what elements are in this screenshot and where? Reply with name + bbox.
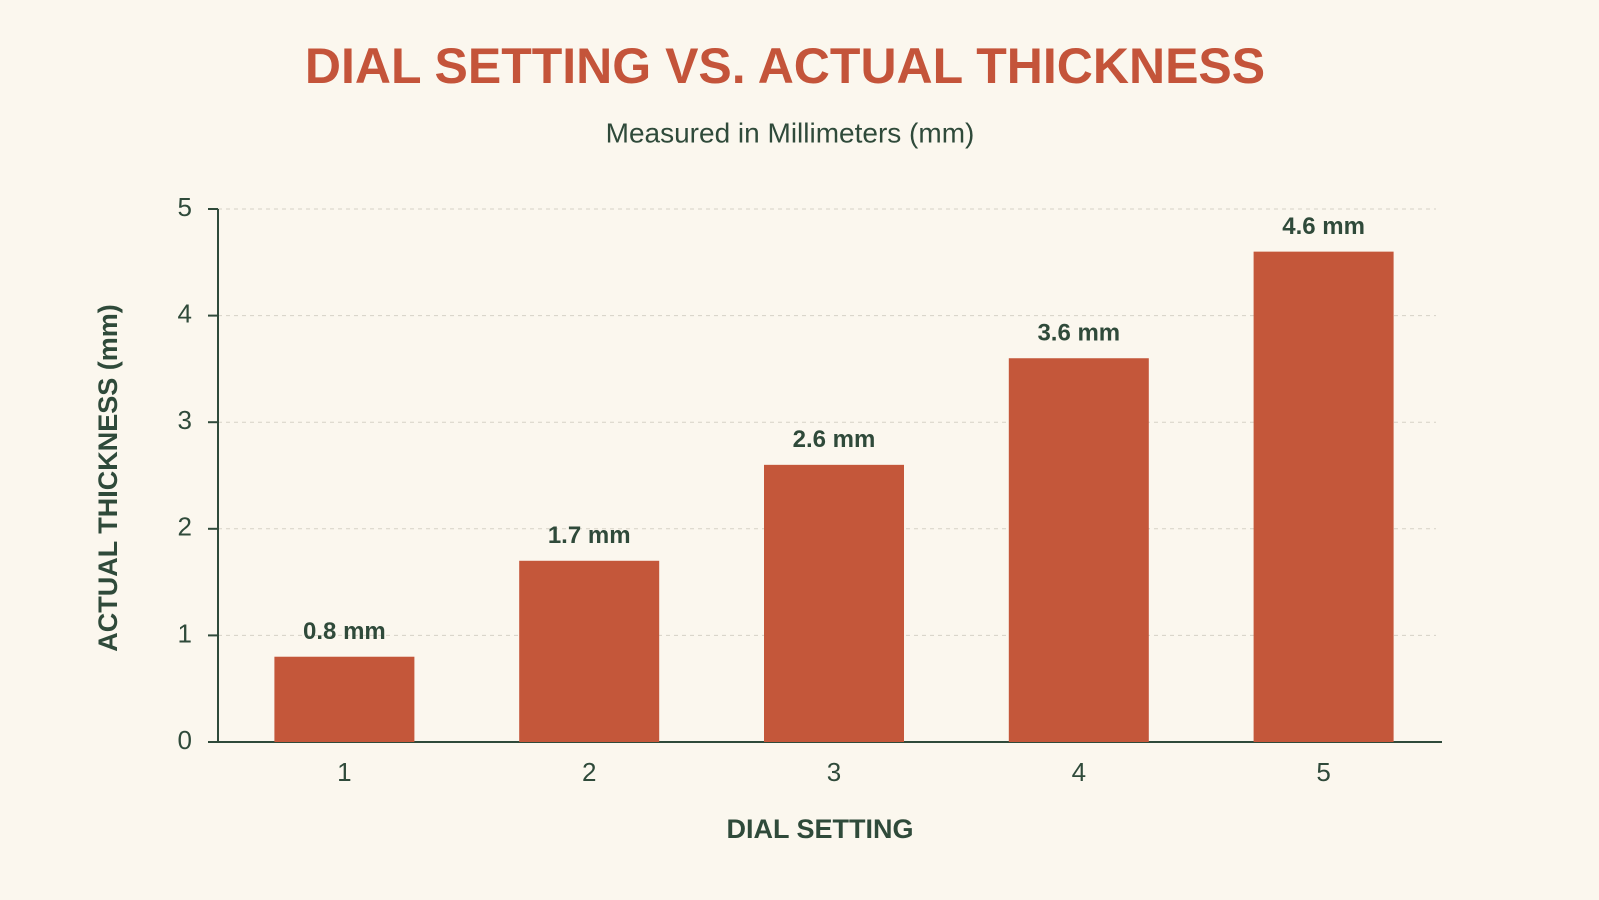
value-label: 0.8 mm [303, 618, 386, 645]
x-tick-label: 4 [1072, 757, 1086, 787]
y-tick-label: 1 [178, 618, 192, 648]
x-tick-label: 3 [827, 757, 841, 787]
y-axis-title: ACTUAL THICKNESS (mm) [93, 304, 123, 652]
y-tick-label: 4 [178, 298, 192, 328]
x-tick-label: 5 [1316, 757, 1330, 787]
x-axis-title: DIAL SETTING [726, 814, 913, 844]
y-tick-label: 2 [178, 512, 192, 542]
value-label: 2.6 mm [793, 426, 876, 453]
bar [1008, 358, 1149, 742]
value-label: 3.6 mm [1037, 320, 1120, 347]
bar [1253, 251, 1394, 742]
bar [274, 656, 415, 742]
chart-subtitle: Measured in Millimeters (mm) [606, 117, 975, 148]
y-tick-label: 0 [178, 725, 192, 755]
value-label: 1.7 mm [548, 522, 631, 549]
y-tick-label: 5 [178, 192, 192, 222]
value-label: 4.6 mm [1282, 213, 1365, 240]
chart-title: DIAL SETTING VS. ACTUAL THICKNESS [305, 38, 1265, 94]
x-tick-label: 1 [337, 757, 351, 787]
x-tick-label: 2 [582, 757, 596, 787]
y-tick-label: 3 [178, 405, 192, 435]
bar [519, 560, 660, 742]
bar [764, 464, 904, 742]
